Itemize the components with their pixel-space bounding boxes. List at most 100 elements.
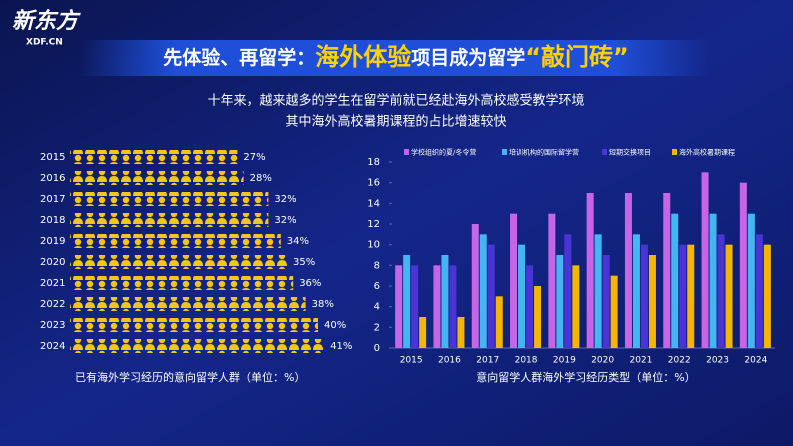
bar <box>747 213 755 348</box>
value-label: 35% <box>293 257 315 268</box>
icon-row <box>70 192 269 206</box>
row-label: 2016 <box>40 173 65 184</box>
bar <box>687 244 695 348</box>
legend-swatch <box>672 149 677 155</box>
value-label: 32% <box>274 194 296 205</box>
bar <box>640 244 648 348</box>
icon-row <box>70 318 318 332</box>
value-label: 38% <box>312 299 334 310</box>
legend-label: 海外高校暑期课程 <box>679 148 735 157</box>
y-tick-label: 14 <box>367 198 380 209</box>
bar <box>526 265 534 348</box>
y-tick-label: 2 <box>374 322 380 333</box>
bar <box>632 234 640 348</box>
row-label: 2015 <box>40 152 65 163</box>
x-tick-label: 2020 <box>591 356 614 366</box>
legend-label: 学校组织的夏/冬令营 <box>411 148 476 157</box>
legend-label: 短期交换项目 <box>609 148 651 157</box>
bar <box>624 193 632 348</box>
row-label: 2023 <box>40 320 65 331</box>
logo: 新东方 <box>12 8 81 34</box>
bar <box>572 265 580 348</box>
x-tick-label: 2016 <box>438 356 461 366</box>
bar <box>602 255 610 348</box>
bar <box>457 317 465 348</box>
bar <box>739 182 747 348</box>
value-label: 27% <box>243 152 265 163</box>
bar <box>403 255 411 348</box>
x-tick-label: 2019 <box>553 356 576 366</box>
x-tick-label: 2015 <box>400 356 423 366</box>
row-label: 2021 <box>40 278 65 289</box>
bar <box>709 213 717 348</box>
legend-label: 培训机构的国际留学营 <box>509 148 579 157</box>
bar <box>548 213 556 348</box>
icon-row <box>70 276 294 290</box>
value-label: 36% <box>299 278 321 289</box>
legend-swatch <box>602 149 607 155</box>
bar <box>594 234 602 348</box>
bar <box>564 234 572 348</box>
value-label: 28% <box>250 173 272 184</box>
bar <box>648 255 656 348</box>
bar <box>411 265 419 348</box>
bar <box>479 234 487 348</box>
y-tick-label: 18 <box>367 157 380 168</box>
x-tick-label: 2024 <box>744 356 767 366</box>
bar <box>495 296 503 348</box>
title-bar <box>80 40 710 76</box>
y-tick-label: 8 <box>374 260 380 271</box>
caption: 意向留学人群海外学习经历类型（单位：%） <box>476 370 695 384</box>
value-label: 32% <box>274 215 296 226</box>
bar <box>471 224 479 348</box>
bar <box>433 265 441 348</box>
icon-row <box>70 339 325 353</box>
bar <box>610 275 618 348</box>
legend-swatch <box>502 149 507 155</box>
title-part: 项目成为留学 <box>411 46 525 69</box>
x-tick-label: 2018 <box>515 356 538 366</box>
legend-swatch <box>404 149 409 155</box>
bar <box>679 244 687 348</box>
value-label: 40% <box>324 320 346 331</box>
bar <box>518 244 526 348</box>
bar <box>717 234 725 348</box>
bar <box>419 317 427 348</box>
y-tick-label: 6 <box>374 281 380 292</box>
subtitle: 其中海外高校暑期课程的占比增速较快 <box>285 114 506 130</box>
icon-row <box>70 297 306 311</box>
bar <box>487 244 495 348</box>
bar <box>395 265 403 348</box>
y-tick-label: 0 <box>374 343 380 354</box>
bar <box>671 213 679 348</box>
row-label: 2020 <box>40 257 65 268</box>
title-highlight: 海外体验 <box>315 43 411 71</box>
value-label: 34% <box>287 236 309 247</box>
x-tick-label: 2022 <box>668 356 691 366</box>
value-label: 41% <box>330 341 352 352</box>
icon-row <box>70 234 281 248</box>
bar <box>701 172 709 348</box>
icon-row <box>70 171 244 185</box>
bar <box>763 244 771 348</box>
x-tick-label: 2017 <box>476 356 499 366</box>
icon-row <box>70 255 287 269</box>
x-tick-label: 2023 <box>706 356 729 366</box>
row-label: 2019 <box>40 236 65 247</box>
bar <box>449 265 457 348</box>
logo-sub: XDF.CN <box>26 38 63 48</box>
icon-row <box>70 150 238 164</box>
row-label: 2018 <box>40 215 65 226</box>
bar <box>663 193 671 348</box>
caption: 已有海外学习经历的意向留学人群（单位：%） <box>75 370 305 384</box>
subtitle: 十年来，越来越多的学生在留学前就已经赴海外高校感受教学环境 <box>207 93 584 109</box>
title-highlight: “敲门砖” <box>525 43 629 71</box>
title-part: 先体验、再留学： <box>163 46 315 69</box>
row-label: 2024 <box>40 341 65 352</box>
row-label: 2017 <box>40 194 65 205</box>
y-tick-label: 4 <box>374 302 380 313</box>
bar <box>556 255 564 348</box>
y-tick-label: 16 <box>367 178 380 189</box>
